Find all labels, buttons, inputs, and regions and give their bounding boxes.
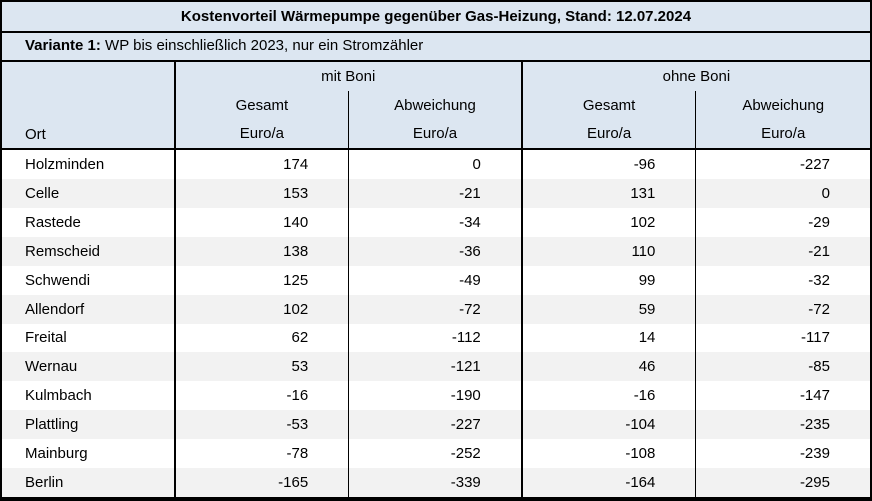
table-row: Plattling -53 -227 -104 -235 <box>2 410 870 440</box>
gesamt-ohne-boni-cell: 131 <box>523 178 697 208</box>
abweichung-ohne-boni-cell: -85 <box>808 358 830 376</box>
abweichung-ohne-boni-cell: -295 <box>799 474 830 492</box>
gesamt-ohne-boni-cell: 99 <box>523 265 697 295</box>
unit-header-gesamt-mit-boni: Euro/a <box>176 119 350 148</box>
ort-cell: Plattling <box>2 410 176 440</box>
ort-cell: Berlin <box>2 468 176 498</box>
table-row: Berlin -165 -339 -164 -295 <box>2 468 870 498</box>
variant-label: Variante 1: <box>25 37 101 54</box>
group-header-mit-boni: mit Boni <box>176 62 523 91</box>
gesamt-mit-boni-cell: 102 <box>176 294 350 324</box>
table-row: Wernau 53 -121 46 -85 <box>2 352 870 382</box>
abweichung-ohne-boni-cell: -147 <box>799 387 830 405</box>
table-row: Allendorf 102 -72 59 -72 <box>2 294 870 324</box>
table-row: Kulmbach -16 -190 -16 -147 <box>2 381 870 411</box>
gesamt-mit-boni-cell: 140 <box>176 207 350 237</box>
table-title: Kostenvorteil Wärmepumpe gegenüber Gas-H… <box>2 2 870 33</box>
gesamt-mit-boni-cell: 153 <box>176 178 350 208</box>
gesamt-mit-boni-cell: 53 <box>176 352 350 382</box>
subheader-abweichung-ohne-boni: Abweichung <box>742 96 825 114</box>
ort-cell: Rastede <box>2 207 176 237</box>
table-row: Celle 153 -21 131 0 <box>2 178 870 208</box>
ort-cell: Remscheid <box>2 236 176 266</box>
group-header-ohne-boni: ohne Boni <box>662 68 731 85</box>
abweichung-mit-boni-cell: -227 <box>349 410 523 440</box>
gesamt-ohne-boni-cell: -16 <box>523 381 697 411</box>
abweichung-ohne-boni-cell: -117 <box>801 329 830 347</box>
table-row: Holzminden 174 0 -96 -227 <box>2 150 870 179</box>
unit-header-abweichung-ohne-boni: Euro/a <box>761 125 806 142</box>
gesamt-ohne-boni-cell: -108 <box>523 439 697 469</box>
abweichung-mit-boni-cell: -49 <box>349 265 523 295</box>
gesamt-ohne-boni-cell: 110 <box>523 236 697 266</box>
gesamt-mit-boni-cell: 138 <box>176 236 350 266</box>
gesamt-mit-boni-cell: 174 <box>176 150 350 179</box>
table-row: Rastede 140 -34 102 -29 <box>2 207 870 237</box>
ort-cell: Wernau <box>2 352 176 382</box>
abweichung-mit-boni-cell: -252 <box>349 439 523 469</box>
ort-cell: Freital <box>2 323 176 353</box>
abweichung-ohne-boni-cell: -72 <box>808 300 830 318</box>
ort-cell: Holzminden <box>2 150 176 179</box>
ort-column-header: Ort <box>2 62 176 148</box>
abweichung-mit-boni-cell: -121 <box>349 352 523 382</box>
gesamt-ohne-boni-cell: -164 <box>523 468 697 498</box>
gesamt-mit-boni-cell: -16 <box>176 381 350 411</box>
ort-cell: Allendorf <box>2 294 176 324</box>
abweichung-mit-boni-cell: -72 <box>349 294 523 324</box>
abweichung-ohne-boni-cell: -21 <box>808 242 830 260</box>
abweichung-mit-boni-cell: -339 <box>349 468 523 498</box>
column-header-block: Ort mit Boni ohne Boni Gesamt Abweichung… <box>2 62 870 150</box>
abweichung-ohne-boni-cell: -227 <box>799 155 830 173</box>
table-row: Mainburg -78 -252 -108 -239 <box>2 439 870 469</box>
abweichung-ohne-boni-cell: 0 <box>821 184 830 202</box>
gesamt-ohne-boni-cell: -104 <box>523 410 697 440</box>
subheader-abweichung-mit-boni: Abweichung <box>349 91 523 119</box>
gesamt-mit-boni-cell: 62 <box>176 323 350 353</box>
table-row: Freital 62 -112 14 -117 <box>2 323 870 353</box>
ort-cell: Schwendi <box>2 265 176 295</box>
ort-cell: Mainburg <box>2 439 176 469</box>
table-row: Schwendi 125 -49 99 -32 <box>2 265 870 295</box>
gesamt-mit-boni-cell: -78 <box>176 439 350 469</box>
table-body: Holzminden 174 0 -96 -227 Celle 153 -21 … <box>2 150 870 498</box>
abweichung-mit-boni-cell: -36 <box>349 236 523 266</box>
abweichung-mit-boni-cell: -34 <box>349 207 523 237</box>
gesamt-ohne-boni-cell: -96 <box>523 150 697 179</box>
gesamt-mit-boni-cell: 125 <box>176 265 350 295</box>
gesamt-mit-boni-cell: -165 <box>176 468 350 498</box>
ort-cell: Kulmbach <box>2 381 176 411</box>
table-row: Remscheid 138 -36 110 -21 <box>2 236 870 266</box>
gesamt-mit-boni-cell: -53 <box>176 410 350 440</box>
abweichung-mit-boni-cell: -112 <box>349 323 523 353</box>
gesamt-ohne-boni-cell: 59 <box>523 294 697 324</box>
abweichung-mit-boni-cell: 0 <box>349 150 523 179</box>
ort-cell: Celle <box>2 178 176 208</box>
gesamt-ohne-boni-cell: 46 <box>523 352 697 382</box>
subheader-gesamt-ohne-boni: Gesamt <box>523 91 697 119</box>
abweichung-mit-boni-cell: -190 <box>349 381 523 411</box>
abweichung-ohne-boni-cell: -239 <box>799 445 830 463</box>
gesamt-ohne-boni-cell: 14 <box>523 323 697 353</box>
subheader-gesamt-mit-boni: Gesamt <box>176 91 350 119</box>
abweichung-mit-boni-cell: -21 <box>349 178 523 208</box>
variant-description: WP bis einschließlich 2023, nur ein Stro… <box>100 37 424 54</box>
unit-header-gesamt-ohne-boni: Euro/a <box>523 119 697 148</box>
abweichung-ohne-boni-cell: -32 <box>808 271 830 289</box>
abweichung-ohne-boni-cell: -235 <box>799 416 830 434</box>
variant-row: Variante 1: WP bis einschließlich 2023, … <box>2 33 870 62</box>
unit-header-abweichung-mit-boni: Euro/a <box>349 119 523 148</box>
gesamt-ohne-boni-cell: 102 <box>523 207 697 237</box>
abweichung-ohne-boni-cell: -29 <box>808 213 830 231</box>
